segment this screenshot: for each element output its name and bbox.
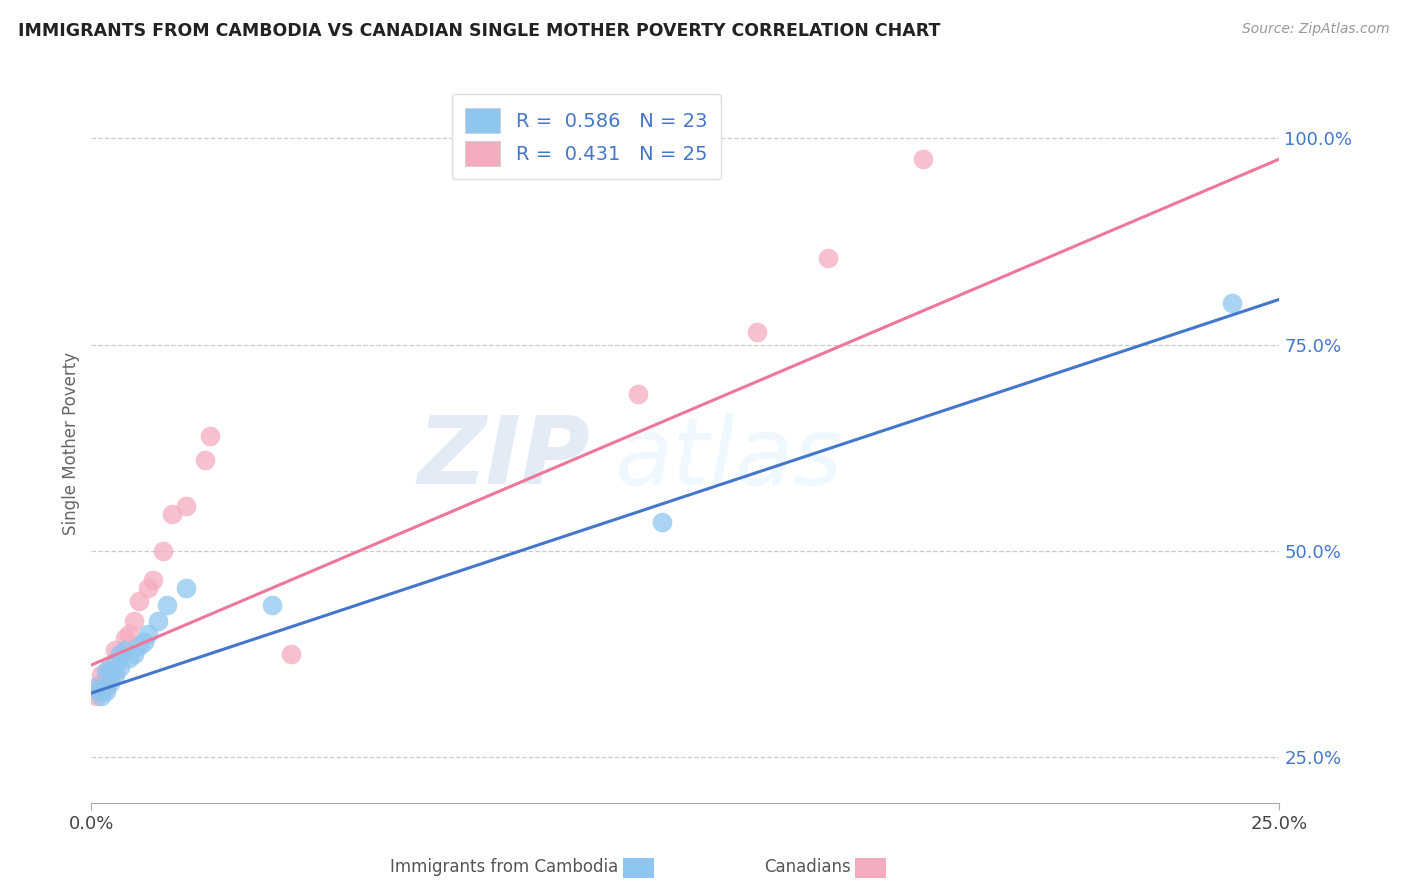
Point <box>138 581 160 595</box>
Point <box>280 647 302 661</box>
Point <box>108 659 131 673</box>
Point <box>104 664 127 678</box>
Point <box>122 647 145 661</box>
Point <box>100 659 122 673</box>
Point <box>94 684 117 698</box>
Point <box>745 326 768 340</box>
Point <box>160 507 183 521</box>
Text: atlas: atlas <box>614 413 842 504</box>
Point <box>90 684 112 698</box>
Point <box>84 689 107 703</box>
Point <box>108 647 131 661</box>
Point <box>176 499 198 513</box>
Point <box>142 573 165 587</box>
Text: Canadians: Canadians <box>763 858 851 876</box>
Point <box>100 664 122 678</box>
Point <box>152 544 174 558</box>
Point <box>200 428 222 442</box>
Point <box>104 668 127 682</box>
Point <box>156 598 179 612</box>
Text: Immigrants from Cambodia: Immigrants from Cambodia <box>391 858 619 876</box>
Point <box>194 453 217 467</box>
Point <box>90 689 112 703</box>
Point <box>100 676 122 690</box>
Point <box>90 676 112 690</box>
Point <box>118 626 141 640</box>
Point <box>911 152 934 166</box>
Point <box>260 598 283 612</box>
Point <box>84 680 107 694</box>
Point <box>146 614 169 628</box>
Point <box>122 614 145 628</box>
Point <box>128 593 150 607</box>
Point <box>114 631 136 645</box>
Legend: R =  0.586   N = 23, R =  0.431   N = 25: R = 0.586 N = 23, R = 0.431 N = 25 <box>451 95 721 179</box>
Point <box>118 651 141 665</box>
Point <box>94 664 117 678</box>
Point <box>108 647 131 661</box>
Point <box>128 639 150 653</box>
Point <box>104 643 127 657</box>
Point <box>90 668 112 682</box>
Text: IMMIGRANTS FROM CAMBODIA VS CANADIAN SINGLE MOTHER POVERTY CORRELATION CHART: IMMIGRANTS FROM CAMBODIA VS CANADIAN SIN… <box>18 22 941 40</box>
Point <box>817 251 839 265</box>
Point <box>627 387 650 401</box>
Point <box>84 684 107 698</box>
Point <box>651 515 673 529</box>
Text: ZIP: ZIP <box>418 412 591 504</box>
Point <box>94 680 117 694</box>
Point <box>1220 296 1243 310</box>
Text: Source: ZipAtlas.com: Source: ZipAtlas.com <box>1241 22 1389 37</box>
Point <box>104 656 127 670</box>
Point <box>132 635 155 649</box>
Point <box>176 581 198 595</box>
Point <box>138 626 160 640</box>
Point <box>114 643 136 657</box>
Y-axis label: Single Mother Poverty: Single Mother Poverty <box>62 352 80 535</box>
